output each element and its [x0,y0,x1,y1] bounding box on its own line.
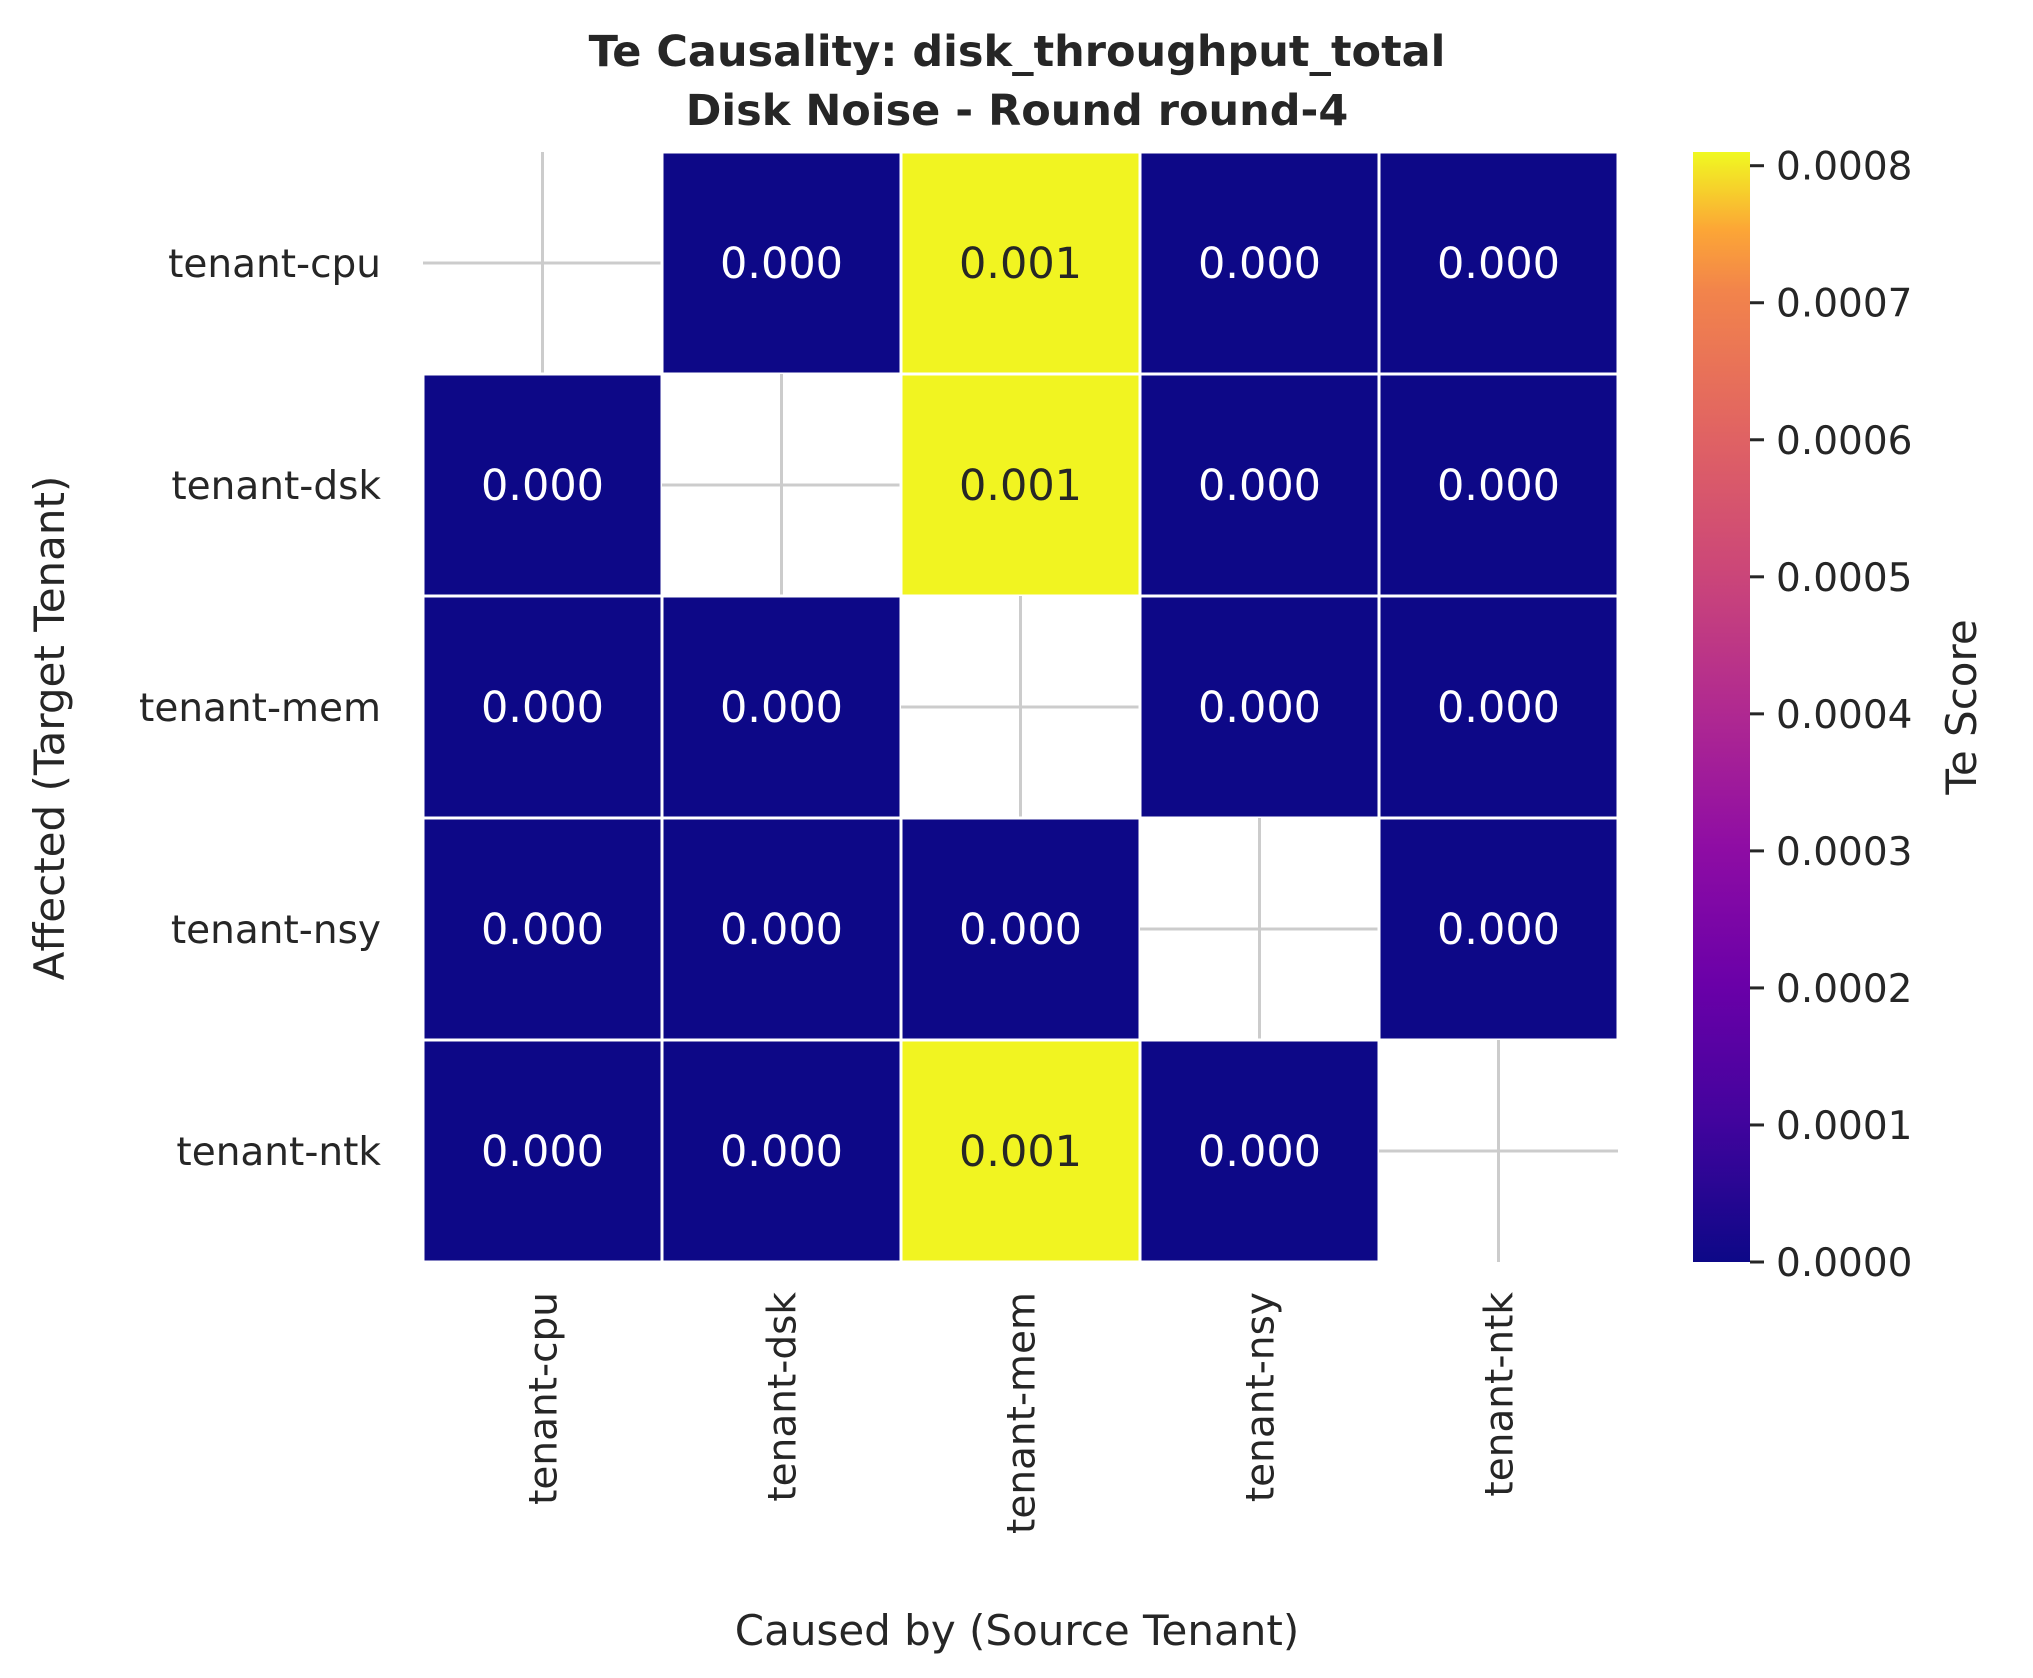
heatmap-cell [1138,150,1381,376]
x-axis-label: Caused by (Source Tenant) [735,1606,1299,1655]
heatmap-cell [660,816,903,1042]
y-tick-label: tenant-ntk [176,1130,381,1175]
cell-value-label: 0.001 [959,239,1082,289]
heatmap-cell [421,1038,664,1264]
cell-value-label: 0.000 [1437,239,1560,289]
x-tick-label: tenant-ntk [1478,1292,1523,1497]
cell-value-label: 0.000 [1198,683,1321,733]
chart-subtitle: Disk Noise - Round round-4 [686,86,1349,136]
heatmap-cell [660,150,903,376]
y-tick-labels: tenant-cpu tenant-dsk tenant-mem tenant-nsy… [139,242,381,1175]
colorbar-tick-label: 0.0008 [1776,145,1912,190]
heatmap-cell [421,816,664,1042]
x-tick-label: tenant-cpu [522,1292,567,1505]
heatmap-cell [899,372,1142,598]
cell-value-label: 0.000 [1437,683,1560,733]
cell-value-label: 0.000 [481,461,604,511]
heatmap-cell [1377,150,1620,376]
heatmap-cells: 0.000 0.001 0.000 0.000 0.000 0.001 0.000 0.000… [421,150,1620,1264]
colorbar-gradient [1693,152,1750,1262]
heatmap-cell [660,1038,903,1264]
cell-value-label: 0.000 [481,1127,604,1177]
colorbar-tick-label: 0.0006 [1776,419,1912,464]
cell-value-label: 0.000 [720,1127,843,1177]
cell-value-label: 0.000 [720,905,843,955]
heatmap-cell [1377,594,1620,820]
y-axis-label: Affected (Target Tenant) [25,476,74,981]
x-tick-label: tenant-dsk [761,1292,806,1502]
colorbar-label: Te Score [1937,619,1986,795]
x-tick-labels: tenant-cpu tenant-dsk tenant-mem tenant-nsy… [522,1292,1523,1534]
cell-value-label: 0.000 [1437,461,1560,511]
cell-value-label: 0.000 [1437,905,1560,955]
chart-title: Te Causality: disk_throughput_total [589,27,1446,77]
x-tick-label: tenant-mem [1000,1292,1045,1534]
colorbar-tick-label: 0.0002 [1776,967,1912,1012]
cell-value-label: 0.000 [720,683,843,733]
cell-value-label: 0.000 [1198,1127,1321,1177]
y-tick-label: tenant-cpu [168,242,381,287]
y-tick-label: tenant-dsk [171,464,381,509]
heatmap-cell [1377,816,1620,1042]
colorbar-tick-label: 0.0005 [1776,556,1912,601]
heatmap-cell [1377,372,1620,598]
colorbar-tick-label: 0.0007 [1776,282,1912,327]
colorbar-ticks: 0.0000 0.0001 0.0002 0.0003 0.0004 0.0005 0.00… [1750,145,1912,1286]
cell-value-label: 0.000 [1198,461,1321,511]
heatmap-cell [660,594,903,820]
colorbar-tick-label: 0.0001 [1776,1104,1912,1149]
cell-value-label: 0.000 [959,905,1082,955]
heatmap-cell [1138,594,1381,820]
heatmap-cell [421,594,664,820]
colorbar-tick-label: 0.0000 [1776,1241,1912,1286]
colorbar-tick-label: 0.0004 [1776,693,1912,738]
x-tick-label: tenant-nsy [1239,1292,1284,1502]
colorbar: 0.0000 0.0001 0.0002 0.0003 0.0004 0.0005 0.00… [1693,145,1986,1286]
heatmap-cell [899,1038,1142,1264]
cell-value-label: 0.000 [1198,239,1321,289]
cell-value-label: 0.001 [959,461,1082,511]
cell-value-label: 0.000 [481,683,604,733]
heatmap-cell [899,150,1142,376]
cell-value-label: 0.001 [959,1127,1082,1177]
cell-value-label: 0.000 [720,239,843,289]
colorbar-tick-label: 0.0003 [1776,830,1912,875]
heatmap-cell [1138,1038,1381,1264]
cell-value-label: 0.000 [481,905,604,955]
y-tick-label: tenant-mem [139,686,381,731]
y-tick-label: tenant-nsy [171,908,381,953]
